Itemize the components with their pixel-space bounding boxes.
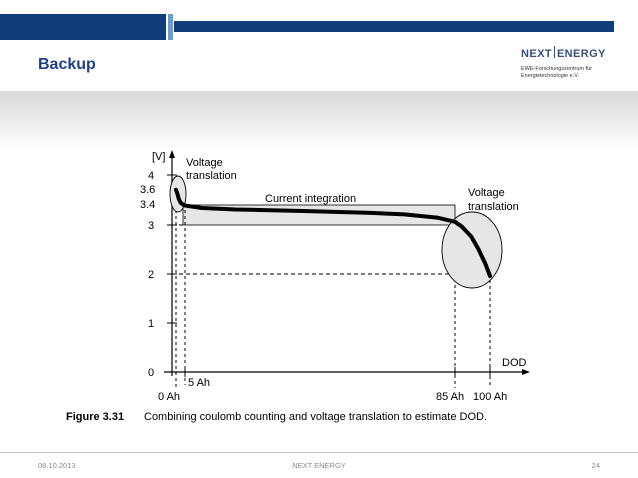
slide-title: Backup <box>38 56 96 73</box>
logo-subtitle-line2: Energietechnologie e.V. <box>521 73 579 79</box>
voltage-translation-ellipse-right <box>441 211 503 289</box>
annotation-left-line2: translation <box>186 170 237 182</box>
y-tick-label-2: 2 <box>148 269 154 281</box>
annotation-left-line1: Voltage <box>186 157 223 169</box>
y-tick-label-3-6: 3.6 <box>140 184 155 196</box>
figure-label: Figure 3.31 <box>66 411 124 423</box>
chart-series-layer <box>174 187 492 278</box>
header-bar-accent <box>168 14 173 40</box>
logo-subtitle-line1: EWE-Forschungszentrum für <box>521 66 592 72</box>
gray-gradient-band <box>0 91 638 151</box>
header-bar-dark <box>0 14 166 40</box>
y-tick-label-3-4: 3.4 <box>140 199 155 211</box>
next-energy-logo: NEXT ENERGY EWE-Forschungszentrum für Ene… <box>521 46 621 80</box>
annotation-current-integration: Current integration <box>265 193 356 205</box>
footer-divider <box>0 452 638 453</box>
x-tick-label-0ah: 0 Ah <box>158 391 180 403</box>
footer-page-number: 24 <box>591 461 600 470</box>
logo-word-next: NEXT <box>521 48 552 60</box>
x-tick-label-85ah: 85 Ah <box>436 391 464 403</box>
figure-caption: Combining coulomb counting and voltage t… <box>144 411 487 423</box>
y-tick-label-0: 0 <box>148 367 154 379</box>
logo-word-energy: ENERGY <box>556 48 606 60</box>
x-axis-label: DOD <box>502 357 527 369</box>
y-unit-label: [V] <box>152 151 165 163</box>
y-axis-arrow <box>169 150 175 158</box>
header-bar-right <box>174 21 614 32</box>
footer-date: 08.10.2013 <box>38 461 76 470</box>
footer-organization: NEXT ENERGY <box>292 461 346 470</box>
x-tick-label-100ah: 100 Ah <box>473 391 507 403</box>
discharge-curve-line <box>174 187 492 278</box>
x-axis-arrow <box>522 369 530 375</box>
y-tick-label-3: 3 <box>148 220 154 232</box>
y-tick-label-4: 4 <box>148 170 154 182</box>
y-tick-label-1: 1 <box>148 318 154 330</box>
logo-wordmark: NEXT ENERGY <box>521 46 621 60</box>
x-tick-label-5ah: 5 Ah <box>188 377 210 389</box>
annotation-right-line2: translation <box>468 201 519 213</box>
logo-subtitle: EWE-Forschungszentrum für Energietechnol… <box>521 66 621 80</box>
annotation-right-line1: Voltage <box>468 187 505 199</box>
